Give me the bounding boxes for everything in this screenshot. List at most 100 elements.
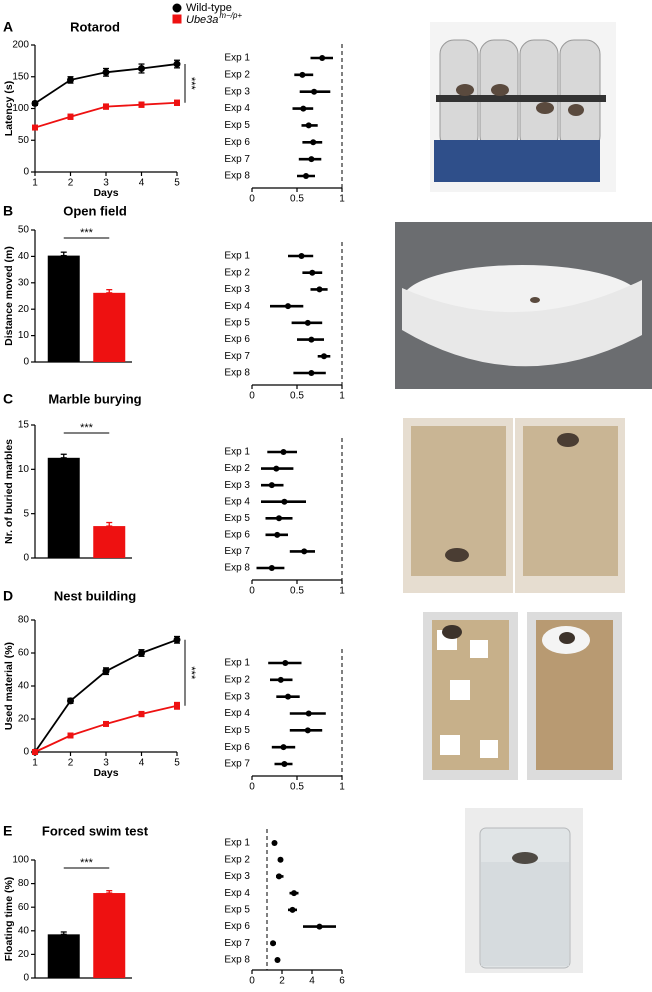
y-axis-label: Floating time (%) (3, 877, 15, 962)
row-label: Exp 3 (224, 86, 250, 97)
point (308, 336, 315, 343)
bar (47, 934, 80, 978)
point (281, 498, 288, 505)
point (173, 60, 181, 68)
row-label: Exp 3 (224, 871, 250, 882)
chart-title: Marble burying (48, 391, 141, 406)
point (103, 103, 109, 110)
point (303, 173, 309, 179)
x-tick-label: 1 (32, 758, 38, 769)
x-tick-label: 1 (339, 586, 345, 597)
point (67, 697, 74, 705)
point (308, 370, 315, 376)
point (300, 105, 307, 112)
chart-title: Open field (63, 203, 127, 218)
significance-label: *** (80, 227, 94, 239)
point (280, 744, 287, 751)
row-label: Exp 6 (224, 529, 250, 540)
x-tick-label: 0 (249, 782, 255, 793)
point (174, 99, 180, 106)
x-tick-label: 2 (279, 976, 285, 987)
row-label: Exp 5 (224, 513, 250, 524)
point (274, 531, 281, 538)
y-tick-label: 10 (18, 464, 30, 475)
series-line (34, 704, 178, 753)
row-label: Exp 5 (224, 725, 250, 736)
row-label: Exp 8 (224, 955, 250, 966)
row-label: Exp 5 (224, 120, 250, 131)
legend-marker (172, 3, 182, 13)
panel-letter: E (3, 823, 12, 839)
point (291, 890, 297, 897)
point (321, 353, 327, 360)
row-label: Exp 8 (224, 171, 250, 182)
panel-letter: A (3, 19, 13, 35)
y-tick-label: 50 (18, 135, 30, 146)
row-label: Exp 2 (224, 463, 250, 474)
y-tick-label: 0 (23, 357, 29, 368)
legend-marker (172, 14, 182, 24)
y-tick-label: 100 (12, 855, 29, 866)
x-tick-label: 1 (339, 391, 345, 402)
series-line (34, 638, 178, 753)
bar (93, 893, 126, 978)
row-label: Exp 1 (224, 53, 250, 64)
point (309, 269, 316, 276)
point (102, 667, 110, 675)
row-label: Exp 3 (224, 284, 250, 295)
y-tick-label: 50 (18, 225, 30, 236)
row-label: Exp 2 (224, 674, 250, 685)
x-tick-label: 0 (249, 391, 255, 402)
y-tick-label: 80 (18, 615, 30, 626)
point (102, 68, 110, 76)
row-label: Exp 4 (224, 888, 250, 899)
row-label: Exp 8 (224, 563, 250, 574)
y-tick-label: 20 (18, 714, 30, 725)
row-label: Exp 4 (224, 496, 250, 507)
point (316, 923, 323, 930)
row-label: Exp 6 (224, 334, 250, 345)
point (276, 515, 282, 522)
point (138, 711, 145, 718)
point (304, 727, 311, 734)
significance-label: *** (185, 666, 197, 680)
point (282, 660, 289, 666)
y-tick-label: 15 (18, 420, 30, 431)
point (274, 957, 281, 963)
row-label: Exp 1 (224, 447, 250, 458)
photo-nest (423, 612, 622, 780)
point (316, 286, 323, 293)
point (308, 156, 315, 163)
row-label: Exp 6 (224, 742, 250, 753)
point (289, 906, 296, 913)
x-tick-label: 0 (249, 586, 255, 597)
row-label: Exp 6 (224, 137, 250, 148)
point (310, 139, 317, 146)
point (67, 113, 74, 120)
y-tick-label: 0 (23, 167, 29, 178)
significance-label: *** (80, 857, 94, 869)
point (276, 873, 282, 880)
x-tick-label: 5 (174, 758, 180, 769)
bar (93, 526, 126, 558)
x-axis-label: Days (93, 767, 118, 779)
x-tick-label: 0 (249, 194, 255, 205)
y-tick-label: 30 (18, 277, 30, 288)
row-label: Exp 2 (224, 267, 250, 278)
y-tick-label: 40 (18, 251, 30, 262)
row-label: Exp 2 (224, 69, 250, 80)
row-label: Exp 1 (224, 658, 250, 669)
point (173, 636, 181, 644)
x-tick-label: 1 (32, 178, 38, 189)
x-tick-label: 4 (309, 976, 315, 987)
row-label: Exp 7 (224, 351, 250, 362)
point (298, 253, 305, 259)
y-tick-label: 100 (12, 103, 29, 114)
point (299, 71, 306, 78)
point (138, 101, 145, 108)
photo-swim (465, 808, 583, 973)
point (67, 76, 74, 84)
x-tick-label: 0.5 (290, 782, 304, 793)
x-tick-label: 5 (174, 178, 180, 189)
